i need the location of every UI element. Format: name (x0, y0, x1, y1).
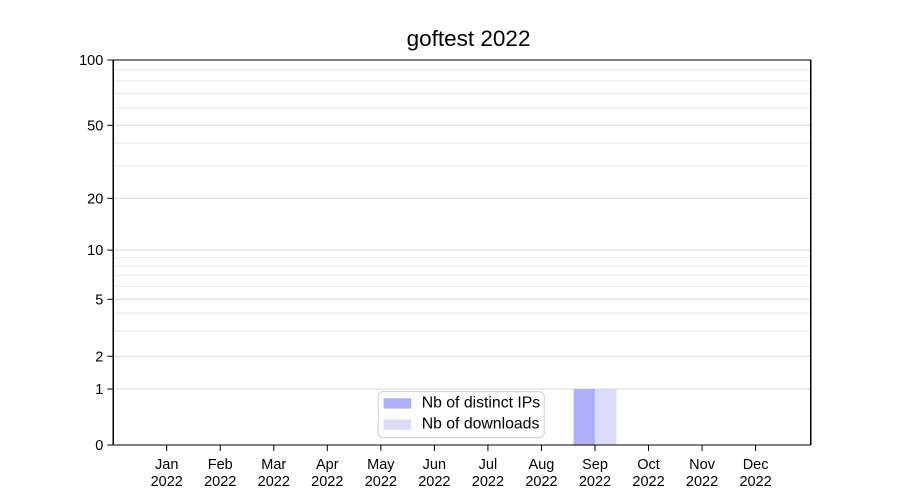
svg-text:2022: 2022 (686, 474, 718, 490)
svg-text:2022: 2022 (418, 474, 450, 490)
svg-text:50: 50 (87, 118, 103, 134)
svg-text:2: 2 (95, 349, 103, 365)
svg-text:Nb of distinct IPs: Nb of distinct IPs (422, 394, 541, 411)
svg-text:Apr: Apr (316, 457, 339, 473)
svg-text:1: 1 (95, 382, 103, 398)
svg-text:Jul: Jul (479, 457, 498, 473)
svg-text:Mar: Mar (261, 457, 286, 473)
svg-text:2022: 2022 (204, 474, 236, 490)
svg-text:0: 0 (95, 438, 103, 454)
svg-text:Sep: Sep (582, 457, 608, 473)
svg-text:Oct: Oct (637, 457, 660, 473)
svg-text:Dec: Dec (743, 457, 769, 473)
svg-text:2022: 2022 (472, 474, 504, 490)
svg-text:2022: 2022 (739, 474, 771, 490)
svg-text:2022: 2022 (311, 474, 343, 490)
svg-text:Aug: Aug (529, 457, 555, 473)
svg-text:20: 20 (87, 191, 103, 207)
svg-text:2022: 2022 (579, 474, 611, 490)
svg-text:2022: 2022 (525, 474, 557, 490)
svg-text:Nov: Nov (689, 457, 716, 473)
svg-text:May: May (367, 457, 395, 473)
svg-text:Jan: Jan (155, 457, 178, 473)
svg-text:2022: 2022 (365, 474, 397, 490)
svg-text:Jun: Jun (423, 457, 446, 473)
svg-text:2022: 2022 (258, 474, 290, 490)
svg-text:Feb: Feb (208, 457, 233, 473)
svg-text:5: 5 (95, 292, 103, 308)
svg-text:2022: 2022 (632, 474, 664, 490)
svg-text:Nb of downloads: Nb of downloads (422, 416, 540, 433)
svg-text:10: 10 (87, 243, 103, 259)
svg-text:100: 100 (79, 53, 103, 69)
svg-text:goftest 2022: goftest 2022 (407, 26, 531, 51)
svg-text:2022: 2022 (151, 474, 183, 490)
